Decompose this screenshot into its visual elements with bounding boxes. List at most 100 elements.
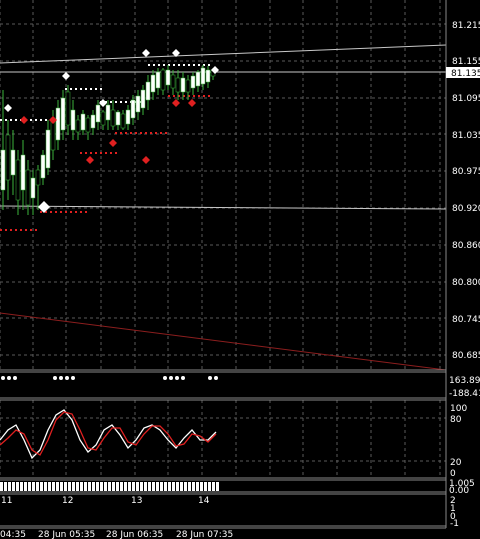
upper-dots (70, 88, 72, 90)
stoch-tick: 80 (450, 415, 462, 425)
candle-body (5, 134, 11, 181)
upper-dots (35, 119, 37, 121)
indicator3-bar (180, 482, 183, 491)
indicator3-bar (176, 482, 179, 491)
upper-dots (40, 119, 42, 121)
candle-body (195, 71, 201, 87)
indicator3-bar (12, 482, 15, 491)
indicator3-tick: 1.005 (449, 479, 475, 489)
upper-dots (15, 119, 17, 121)
indicator1-dot (59, 376, 63, 380)
candle-body (60, 97, 66, 131)
lower-dots (100, 152, 102, 154)
lower-dots (165, 132, 167, 134)
price-tick: 81.155 (452, 57, 480, 67)
indicator1-dot (13, 376, 17, 380)
time-label: 28 Jun 05:35 (38, 530, 95, 539)
indicator3-bar (76, 482, 79, 491)
indicator3-bar (72, 482, 75, 491)
upper-dots (110, 101, 112, 103)
lower-dots (80, 152, 82, 154)
candle-body (205, 69, 211, 83)
lower-dots (25, 229, 27, 231)
indicator3-bar (216, 482, 219, 491)
candle-body (40, 154, 46, 179)
lower-trend-line (0, 312, 447, 371)
lower-dots (70, 211, 72, 213)
upper-dots (178, 64, 180, 66)
lower-dots (208, 95, 210, 97)
indicator3-bar (60, 482, 63, 491)
candle-body (145, 81, 151, 101)
time-label: 28 Jun 07:35 (176, 530, 233, 539)
lower-dots (168, 95, 170, 97)
candle-body (35, 169, 41, 186)
lower-dots (105, 152, 107, 154)
candle-body (65, 91, 71, 126)
time-label: 28 Jun 06:35 (106, 530, 163, 539)
lower-dots (35, 229, 37, 231)
indicator3-bar (172, 482, 175, 491)
lower-dots (193, 95, 195, 97)
candle-body (185, 79, 191, 93)
lower-dots (120, 132, 122, 134)
signal-diamond (4, 104, 12, 112)
lower-dots (115, 152, 117, 154)
lower-dots (90, 152, 92, 154)
lower-dots (45, 211, 47, 213)
candle-body (140, 89, 146, 109)
candle-body (70, 109, 76, 131)
upper-dots (80, 88, 82, 90)
upper-dots (148, 64, 150, 66)
signal-diamond (142, 156, 150, 164)
upper-dots (188, 64, 190, 66)
indicator1-dot (208, 376, 212, 380)
candle-body (85, 117, 91, 133)
lower-dots (60, 211, 62, 213)
lower-dots (135, 132, 137, 134)
bar-label: 14 (198, 496, 210, 506)
candle-body (15, 159, 21, 201)
stochastic-main-line (0, 409, 217, 460)
signal-diamond (188, 99, 196, 107)
signal-diamond (211, 66, 219, 74)
signal-diamond (38, 201, 50, 213)
signal-diamond (49, 116, 57, 124)
candle-body (90, 114, 96, 129)
candle-body (80, 113, 86, 131)
lower-dots (178, 95, 180, 97)
stoch-tick: 100 (450, 404, 467, 414)
lower-dots (65, 211, 67, 213)
trend-lines[interactable] (0, 44, 447, 371)
indicator4-tick: -1 (450, 519, 459, 529)
upper-dots (65, 88, 67, 90)
indicator3-bar (144, 482, 147, 491)
bar-label: 12 (62, 496, 73, 506)
indicator3-bar (156, 482, 159, 491)
upper-dots (120, 101, 122, 103)
lower-dots (75, 211, 77, 213)
lower-dots (10, 229, 12, 231)
upper-dots (198, 64, 200, 66)
signal-diamond (172, 99, 180, 107)
candle-body (75, 119, 81, 133)
candle-body (45, 129, 51, 169)
candle-body (175, 77, 181, 93)
indicator3-bar (36, 482, 39, 491)
upper-dots (158, 64, 160, 66)
signal-diamond (99, 99, 107, 107)
lower-dots (50, 211, 52, 213)
indicator3-bar (148, 482, 151, 491)
lower-dots (125, 132, 127, 134)
candle-body (135, 95, 141, 113)
lower-dots (145, 132, 147, 134)
indicator3-tick: 0.00 (449, 486, 469, 496)
indicator3-bar (120, 482, 123, 491)
candle-body (150, 74, 156, 93)
indicator3-bar (204, 482, 207, 491)
price-tick: 81.215 (452, 21, 480, 31)
indicator3-bar (112, 482, 115, 491)
indicator3-bar (188, 482, 191, 491)
indicator3-bar (152, 482, 155, 491)
